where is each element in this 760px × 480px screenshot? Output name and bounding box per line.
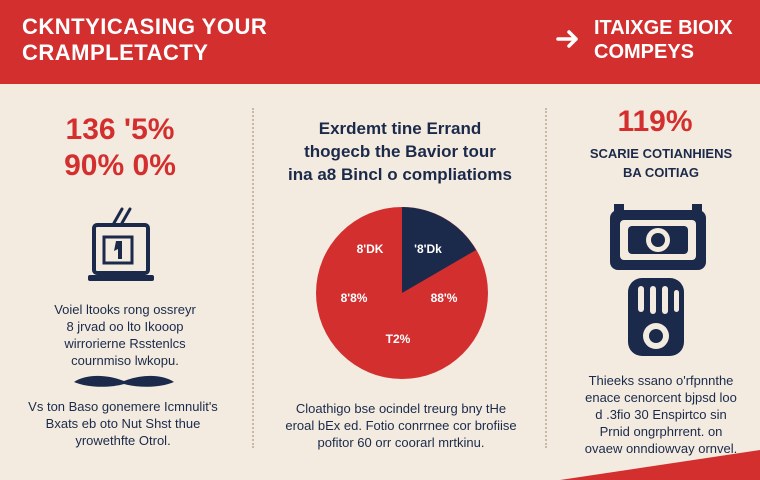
text-line: Voiel ltooks rong ossreyr — [54, 302, 196, 317]
heading-line: ina a8 Bincl o compliatioms — [288, 165, 512, 184]
text-line: Bxats eb oto Nut Shst thue — [45, 416, 201, 431]
text-line: eroal bEx ed. Fotio conrrnee cor brofiis… — [285, 418, 517, 433]
arrow-right-icon — [556, 30, 578, 48]
center-heading: Exrdemt tine Errand thogecb the Bavior t… — [260, 117, 540, 186]
right-text-block: Thieeks ssano o'rfpnnthe enace cenorcent… — [566, 372, 756, 457]
pie-label: 88'% — [431, 291, 458, 305]
text-line: pofitor 60 orr coorarl mrtkinu. — [317, 435, 485, 450]
pie-label: 8'8% — [341, 291, 368, 305]
text-line: Prnid ongrphrrent. on — [599, 424, 723, 439]
pie-label: '8'Dk — [414, 242, 442, 256]
right-subheading: SCARIE COTIANHIENS BA COITIAG — [566, 144, 756, 182]
pie-label: 8'DK — [357, 242, 384, 256]
subheading-line: SCARIE COTIANHIENS — [589, 146, 733, 161]
text-line: wirrorierne Rsstenlcs — [64, 336, 186, 351]
left-text-block-2: Vs ton Baso gonemere Icmnulit's Bxats eb… — [18, 398, 228, 449]
subheading-line: BA COITIAG — [622, 165, 700, 180]
pie-slice-navy — [402, 207, 476, 293]
header-banner: CKNTYICASING YOUR CRAMPLETACTY ITAIXGE B… — [0, 0, 760, 84]
text-line: Vs ton Baso gonemere Icmnulit's — [28, 399, 218, 414]
text-line: enace cenorcent bjpsd loo — [585, 390, 737, 405]
pie-label: T2% — [386, 332, 411, 346]
fist-icon — [628, 278, 684, 356]
laptop-icon — [88, 207, 154, 281]
center-text-block: Cloathigo bse ocindel treurg bny tHe ero… — [276, 400, 526, 451]
header-title-line: CRAMPLETACTY — [22, 40, 209, 65]
header-title: CKNTYICASING YOUR CRAMPLETACTY — [22, 14, 382, 66]
heading-line: Exrdemt tine Errand — [318, 119, 482, 138]
divider-right — [545, 108, 548, 448]
corner-accent — [560, 450, 760, 480]
stat-value: 136 '5% — [65, 113, 175, 146]
mustache-icon — [74, 375, 174, 387]
text-line: d .3fio 30 Enspirtco sin — [595, 407, 727, 422]
stat-value: 90% 0% — [64, 149, 176, 182]
left-text-block-1: Voiel ltooks rong ossreyr 8 jrvad oo lto… — [30, 301, 220, 369]
heading-line: thogecb the Bavior tour — [304, 142, 496, 161]
pie-chart: 8'DK '8'Dk 8'8% 88'% T2% — [316, 207, 488, 379]
header-right-line: ITAIXGE BIOIX — [594, 17, 733, 39]
header-right-line: COMPEYS — [594, 41, 695, 63]
camera-icon — [610, 204, 706, 270]
divider-left — [252, 108, 255, 448]
text-line: cournmiso lwkopu. — [71, 353, 179, 368]
right-stat: 119% — [617, 105, 693, 138]
header-title-line: CKNTYICASING YOUR — [22, 14, 268, 39]
text-line: Thieeks ssano o'rfpnnthe — [588, 373, 734, 388]
text-line: 8 jrvad oo lto Ikooop — [66, 319, 184, 334]
left-stats: 136 '5% 90% 0% — [20, 112, 220, 184]
text-line: Cloathigo bse ocindel treurg bny tHe — [295, 401, 507, 416]
text-line: yrowethfte Otrol. — [75, 433, 171, 448]
header-right-title: ITAIXGE BIOIX COMPEYS — [594, 16, 754, 64]
